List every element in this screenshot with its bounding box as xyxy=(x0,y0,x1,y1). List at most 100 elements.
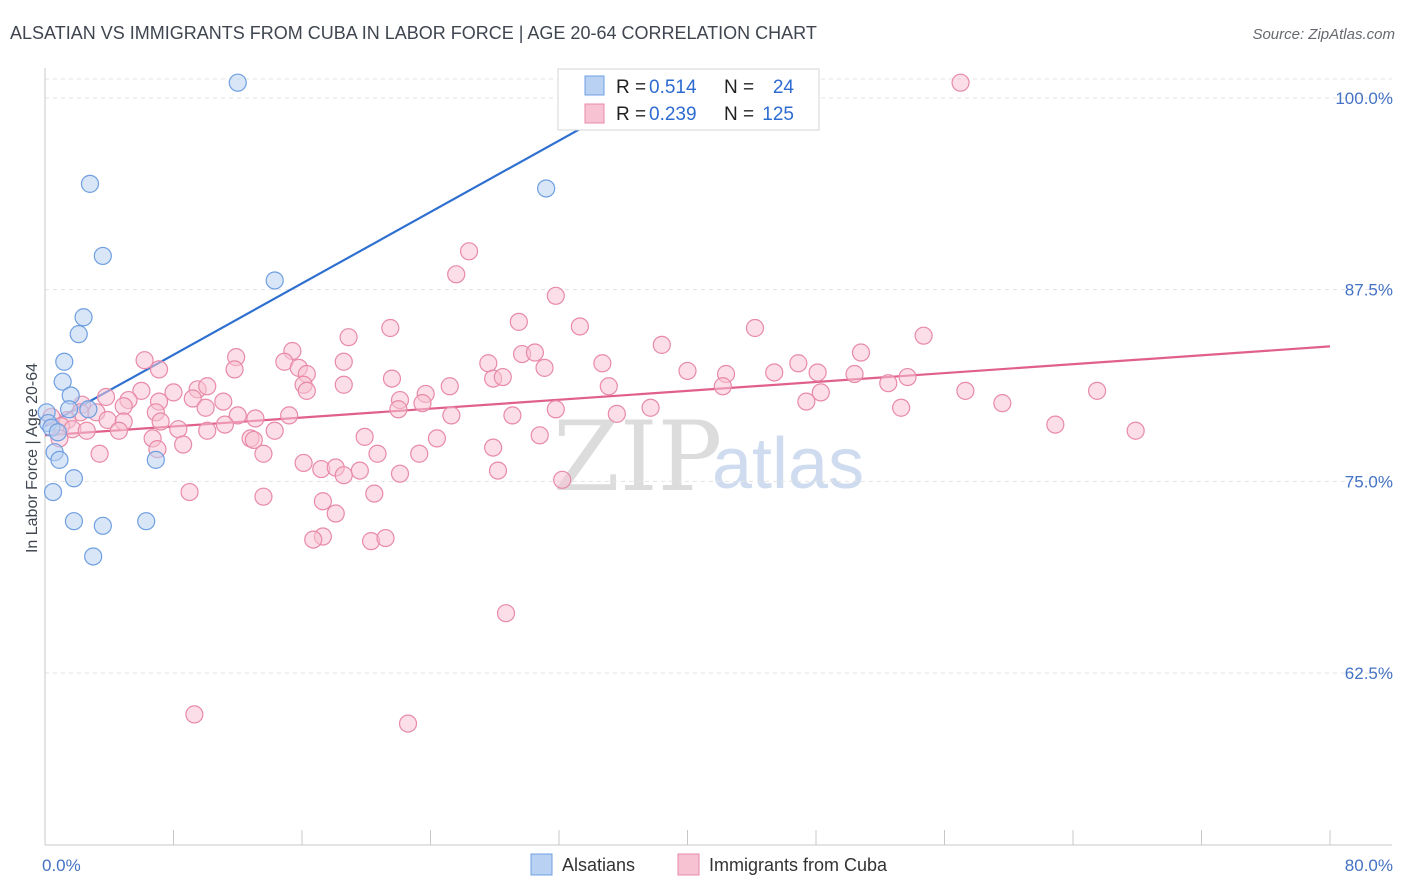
point-cuba-71 xyxy=(280,406,299,425)
legend-n-alsatians: 24 xyxy=(773,77,795,98)
point-cuba-99 xyxy=(244,430,263,450)
point-alsatian-17 xyxy=(50,450,69,469)
point-cuba-40 xyxy=(198,377,217,396)
point-cuba-29 xyxy=(765,363,784,382)
data-points xyxy=(37,73,1145,733)
point-cuba-97 xyxy=(90,444,109,463)
point-alsatian-8 xyxy=(53,372,72,391)
point-cuba-94 xyxy=(355,427,374,446)
point-alsatian-20 xyxy=(43,482,63,502)
point-cuba-122 xyxy=(496,604,516,623)
point-cuba-22 xyxy=(149,360,169,379)
point-cuba-121 xyxy=(376,528,395,548)
legend-n-label-cuba: N = xyxy=(724,104,754,125)
point-alsatian-10 xyxy=(59,400,79,419)
point-cuba-96 xyxy=(530,426,549,445)
point-cuba-73 xyxy=(503,406,522,425)
point-cuba-44 xyxy=(132,381,151,400)
trend-lines xyxy=(44,81,1331,437)
point-cuba-106 xyxy=(350,461,369,480)
point-cuba-6 xyxy=(381,318,400,338)
point-alsatian-0 xyxy=(228,73,247,92)
point-cuba-45 xyxy=(164,383,183,402)
legend-r-alsatians: 0.514 xyxy=(649,77,697,98)
y-tick-label-0: 100.0% xyxy=(1335,89,1393,108)
point-cuba-36 xyxy=(898,367,917,387)
point-cuba-62 xyxy=(196,398,215,417)
point-cuba-101 xyxy=(254,444,273,463)
point-cuba-103 xyxy=(410,444,429,463)
point-cuba-34 xyxy=(493,367,512,387)
point-cuba-19 xyxy=(479,354,498,373)
y-tick-label-3: 62.5% xyxy=(1345,664,1393,683)
point-cuba-9 xyxy=(914,326,933,345)
stats-legend: R = 0.514 N = 24 R = 0.239 N = 125 xyxy=(557,68,820,131)
point-cuba-110 xyxy=(390,464,410,483)
point-cuba-66 xyxy=(892,398,911,417)
point-cuba-89 xyxy=(1046,415,1065,434)
point-alsatian-5 xyxy=(74,308,93,327)
point-cuba-51 xyxy=(1087,381,1107,400)
point-cuba-88 xyxy=(265,421,284,440)
trend-line-alsatians xyxy=(44,81,664,428)
point-cuba-20 xyxy=(593,354,612,373)
point-cuba-116 xyxy=(313,492,332,511)
point-cuba-114 xyxy=(254,487,273,506)
point-cuba-26 xyxy=(535,358,554,377)
series-label-alsatians: Alsatians xyxy=(562,855,635,875)
watermark: ZIP atlas xyxy=(553,401,864,513)
point-cuba-90 xyxy=(1126,421,1145,440)
series-legend: Alsatians Immigrants from Cuba xyxy=(530,853,888,876)
point-cuba-52 xyxy=(96,387,116,407)
point-cuba-30 xyxy=(808,363,827,382)
legend-r-label-alsatians: R = xyxy=(616,77,646,98)
point-alsatian-6 xyxy=(69,325,88,344)
y-axis-label: In Labor Force | Age 20-64 xyxy=(24,363,41,553)
point-cuba-85 xyxy=(109,421,128,440)
point-alsatian-23 xyxy=(137,512,156,531)
point-cuba-95 xyxy=(427,429,447,448)
legend-swatch-alsatians xyxy=(584,75,605,96)
point-cuba-10 xyxy=(652,335,671,354)
point-cuba-65 xyxy=(641,398,660,417)
point-alsatian-24 xyxy=(84,547,103,566)
point-cuba-61 xyxy=(114,397,133,416)
point-cuba-7 xyxy=(745,318,765,338)
point-alsatian-15 xyxy=(48,423,67,442)
chart-title: ALSATIAN VS IMMIGRANTS FROM CUBA IN LABO… xyxy=(10,23,817,43)
point-cuba-46 xyxy=(183,389,202,408)
axes xyxy=(44,68,1392,846)
point-cuba-117 xyxy=(326,504,345,523)
point-cuba-3 xyxy=(546,286,565,305)
series-swatch-cuba xyxy=(677,853,700,876)
x-tick-label-0: 0.0% xyxy=(42,856,81,875)
point-cuba-43 xyxy=(713,377,732,396)
point-cuba-119 xyxy=(304,530,323,549)
point-cuba-47 xyxy=(297,381,316,400)
point-cuba-23 xyxy=(225,360,244,379)
point-cuba-81 xyxy=(246,409,265,428)
point-cuba-64 xyxy=(546,400,565,419)
point-cuba-105 xyxy=(294,453,313,473)
point-cuba-1 xyxy=(459,242,479,261)
point-cuba-70 xyxy=(228,406,247,425)
series-label-cuba: Immigrants from Cuba xyxy=(709,855,888,875)
point-cuba-58 xyxy=(797,392,816,411)
point-cuba-16 xyxy=(135,351,154,370)
point-cuba-8 xyxy=(339,328,358,347)
point-cuba-123 xyxy=(185,705,204,724)
y-tick-label-2: 75.0% xyxy=(1345,472,1393,491)
point-cuba-113 xyxy=(180,482,199,502)
point-cuba-18 xyxy=(334,352,353,371)
point-cuba-2 xyxy=(447,265,466,284)
y-tick-label-1: 87.5% xyxy=(1345,281,1393,300)
point-alsatian-3 xyxy=(93,246,112,266)
legend-swatch-cuba xyxy=(584,103,605,124)
point-cuba-4 xyxy=(509,312,528,331)
point-alsatian-19 xyxy=(64,469,84,488)
point-cuba-5 xyxy=(570,317,589,336)
point-cuba-111 xyxy=(488,461,508,480)
watermark-zip: ZIP xyxy=(553,401,722,513)
point-cuba-14 xyxy=(525,343,545,362)
